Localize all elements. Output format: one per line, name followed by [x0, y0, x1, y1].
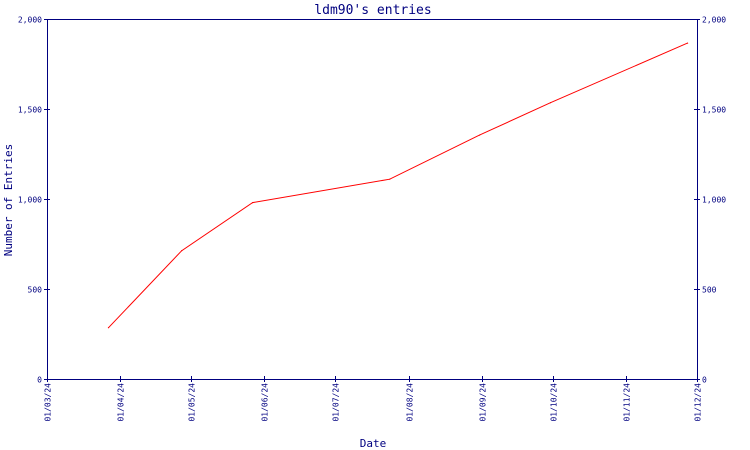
x-tick-label: 01/03/24	[44, 383, 53, 422]
y-tick-label-left: 1,000	[18, 196, 42, 205]
data-point	[389, 178, 391, 180]
plot-frame	[47, 19, 698, 380]
x-tick-label: 01/12/24	[694, 383, 703, 422]
series-line	[108, 42, 688, 329]
y-tick-label-right: 2,000	[702, 16, 726, 25]
series-group	[107, 42, 689, 329]
y-tick-label-left: 2,000	[18, 16, 42, 25]
x-tick-label: 01/11/24	[623, 383, 632, 422]
y-axis-title: Number of Entries	[2, 144, 15, 257]
data-point	[107, 327, 110, 329]
y-tick-label-right: 1,000	[702, 196, 726, 205]
chart-title: ldm90's entries	[314, 3, 431, 18]
y-tick-label-left: 0	[37, 376, 42, 385]
x-tick-label: 01/09/24	[479, 383, 488, 422]
x-tick-label: 01/04/24	[117, 383, 126, 422]
x-tick-label: 01/08/24	[406, 383, 415, 422]
data-point	[478, 134, 481, 136]
x-axis-title: Date	[360, 437, 387, 450]
y-tick-label-right: 500	[702, 286, 717, 295]
data-point	[686, 42, 689, 44]
x-tick-label: 01/07/24	[332, 383, 341, 422]
data-point	[549, 102, 552, 104]
y-tick-label-left: 1,500	[18, 106, 42, 115]
x-tick-label: 01/10/24	[550, 383, 559, 422]
y-tick-label-right: 1,500	[702, 106, 726, 115]
x-tick-label: 01/05/24	[188, 383, 197, 422]
x-tick-label: 01/06/24	[261, 383, 270, 422]
x-axis: 01/03/24 01/04/24 01/05/24 01/06/24 01/07/24…	[44, 376, 703, 422]
data-point	[252, 202, 254, 204]
y-tick-label-left: 500	[28, 286, 43, 295]
data-point	[181, 250, 183, 252]
y-tick-label-right: 0	[702, 376, 707, 385]
y-axis: 0 0 500 500 1,000 1,000 1,500 1,500 2,000 2,000	[18, 16, 726, 385]
